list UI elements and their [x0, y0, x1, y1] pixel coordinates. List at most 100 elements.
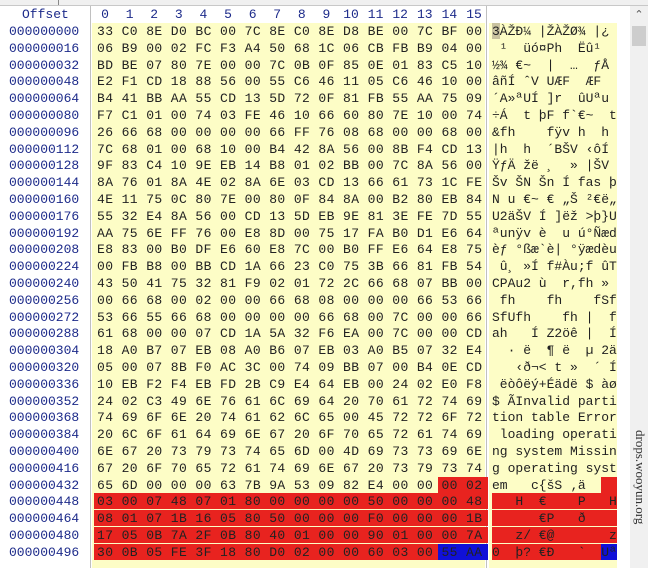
row-offset: 000000144: [9, 175, 80, 191]
row-text[interactable]: SfUfh fh | f: [492, 309, 617, 325]
row-hex-bytes[interactable]: 7C 68 01 00 68 10 00 B4 42 8A 56 00 8B F…: [97, 141, 483, 157]
row-hex-bytes[interactable]: 8A 76 01 8A 4E 02 8A 6E 03 CD 13 66 61 7…: [97, 175, 483, 191]
row-text[interactable]: fh fh fSf: [492, 292, 617, 308]
row-offset: 000000240: [9, 276, 80, 291]
row-hex-bytes[interactable]: 26 66 68 00 00 00 00 66 FF 76 08 68 00 0…: [97, 124, 483, 140]
vertical-scrollbar[interactable]: ⌃: [630, 6, 648, 568]
char-highlight: [570, 543, 578, 560]
row-hex-bytes[interactable]: 20 6C 6F 61 64 69 6E 67 20 6F 70 65 72 6…: [97, 427, 483, 443]
column-header: 12: [392, 7, 408, 22]
char-highlight: [577, 510, 586, 527]
row-text[interactable]: H € P H: [492, 494, 617, 510]
row-text[interactable]: 3ÀŽÐ¼ |ŽÀŽØ¾ |¿: [492, 24, 617, 39]
row-hex-bytes[interactable]: 03 00 07 48 07 01 80 00 00 00 00 50 00 0…: [97, 494, 483, 510]
row-offset: 000000256: [9, 292, 80, 308]
row-text[interactable]: tion table Error: [492, 410, 617, 426]
char-highlight: [562, 493, 570, 510]
row-hex-bytes[interactable]: 4E 11 75 0C 80 7E 00 80 0F 84 8A 00 B2 8…: [97, 192, 483, 207]
row-hex-bytes[interactable]: 74 69 6F 6E 20 74 61 62 6C 65 00 45 72 7…: [97, 410, 483, 426]
char-highlight: [601, 493, 609, 510]
row-hex-bytes[interactable]: 10 EB F2 F4 EB FD 2B C9 E4 64 EB 00 24 0…: [97, 376, 483, 392]
column-header: 9: [322, 7, 331, 22]
row-text[interactable]: ´A»ªUÍ ]r ûUªu: [492, 91, 617, 107]
row-text[interactable]: $ ÃInvalid parti: [492, 393, 617, 409]
row-hex-bytes[interactable]: 18 A0 B7 07 EB 08 A0 B6 07 EB 03 A0 B5 0…: [97, 343, 483, 359]
row-hex-bytes[interactable]: 67 20 6F 70 65 72 61 74 69 6E 67 20 73 7…: [97, 460, 483, 476]
byte-highlight: [94, 527, 119, 543]
chevron-up-icon[interactable]: ⌃: [634, 8, 644, 21]
row-hex-bytes[interactable]: 06 B9 00 02 FC F3 A4 50 68 1C 06 CB FB B…: [97, 40, 483, 56]
row-text[interactable]: em c{šS ‚ä: [492, 477, 617, 493]
row-hex-bytes[interactable]: B4 41 BB AA 55 CD 13 5D 72 0F 81 FB 55 A…: [97, 91, 483, 107]
row-hex-bytes[interactable]: E2 F1 CD 18 88 56 00 55 C6 46 11 05 C6 4…: [97, 74, 483, 90]
column-header: 10: [343, 7, 359, 22]
text-divider: [486, 6, 487, 568]
row-text[interactable]: 0 þ? €Ð ` Uª: [492, 544, 617, 560]
row-hex-bytes[interactable]: 30 0B 05 FE 3F 18 80 D0 02 00 00 60 03 0…: [97, 544, 483, 560]
row-hex-bytes[interactable]: E8 83 00 B0 DF E6 60 E8 7C 00 B0 FF E6 6…: [97, 242, 483, 258]
char-highlight: [523, 493, 531, 510]
row-hex-bytes[interactable]: 00 FB B8 00 BB CD 1A 66 23 C0 75 3B 66 8…: [97, 259, 483, 275]
row-text[interactable]: èƒ °ßæ`è| °ÿædèu: [492, 242, 617, 258]
row-hex-bytes[interactable]: 24 02 C3 49 6E 76 61 6C 69 64 20 70 61 7…: [97, 393, 483, 409]
row-hex-bytes[interactable]: 00 66 68 00 02 00 00 66 68 08 00 00 00 6…: [97, 292, 483, 308]
row-text[interactable]: loading operati: [492, 427, 617, 443]
row-hex-bytes[interactable]: 65 6D 00 00 00 63 7B 9A 53 09 82 E4 00 0…: [97, 477, 483, 493]
row-text[interactable]: âñÍ ˆV UÆF ÆF: [492, 74, 617, 90]
row-hex-bytes[interactable]: 33 C0 8E D0 BC 00 7C 8E C0 8E D8 BE 00 7…: [97, 24, 483, 39]
row-text[interactable]: z/ €@ z: [492, 528, 617, 543]
row-hex-bytes[interactable]: 53 66 55 66 68 00 00 00 00 66 68 00 7C 0…: [97, 309, 483, 325]
row-offset: 000000224: [9, 259, 80, 275]
char-highlight: [538, 527, 547, 543]
row-text[interactable]: g operating syst: [492, 460, 617, 476]
byte-highlight: [266, 510, 291, 527]
text-pane[interactable]: [489, 23, 617, 568]
column-header: 4: [199, 7, 208, 22]
char-highlight: [515, 527, 524, 543]
row-text[interactable]: · ë ¶ ë µ 2ä: [492, 343, 617, 359]
row-text[interactable]: Šv ŠN Šn Í fas þ: [492, 175, 617, 191]
row-text[interactable]: U2äŠV Í ]ëž >þ}U: [492, 208, 617, 224]
row-text[interactable]: ng system Missin: [492, 444, 617, 459]
char-highlight: [593, 510, 602, 527]
row-hex-bytes[interactable]: 61 68 00 00 07 CD 1A 5A 32 F6 EA 00 7C 0…: [97, 326, 483, 342]
row-hex-bytes[interactable]: 43 50 41 75 32 81 F9 02 01 72 2C 66 68 0…: [97, 276, 483, 291]
row-text[interactable]: |h h ´BŠV ‹ôÍ: [492, 141, 617, 157]
byte-highlight: [340, 543, 365, 560]
row-hex-bytes[interactable]: 05 00 07 8B F0 AC 3C 00 74 09 BB 07 00 B…: [97, 360, 483, 375]
scrollbar-thumb[interactable]: [632, 26, 646, 46]
row-text[interactable]: N u €~ € „Š ²€ë„: [492, 192, 617, 207]
char-highlight: [562, 527, 570, 543]
row-text[interactable]: €P ð: [492, 511, 617, 527]
row-text[interactable]: ëòôëý+Éädë $ àø: [492, 376, 617, 392]
row-hex-bytes[interactable]: BD BE 07 80 7E 00 00 7C 0B 0F 85 0E 01 8…: [97, 57, 483, 73]
row-text[interactable]: ‹ð¬< t » ´ Í: [492, 360, 617, 375]
char-highlight: [499, 543, 508, 560]
row-text[interactable]: ÷Á t þF f`€~ t: [492, 108, 617, 123]
row-text[interactable]: &fh fÿv h h: [492, 124, 617, 140]
row-text[interactable]: ¹ üó¤Ph Ëû¹: [492, 40, 617, 56]
row-offset: 000000288: [9, 326, 80, 342]
row-text[interactable]: ªunÿv è u ú°Ñæd: [492, 225, 617, 241]
hex-pane[interactable]: [92, 23, 485, 568]
byte-highlight: [340, 510, 365, 527]
byte-highlight: [118, 493, 144, 510]
row-text[interactable]: ah Í Z2öê | Í: [492, 326, 617, 342]
byte-highlight: [94, 493, 119, 510]
row-hex-bytes[interactable]: F7 C1 01 00 74 03 FE 46 10 66 60 80 7E 1…: [97, 108, 483, 123]
byte-highlight: [143, 543, 168, 560]
row-hex-bytes[interactable]: 6E 67 20 73 79 73 74 65 6D 00 4D 69 73 7…: [97, 444, 483, 459]
row-hex-bytes[interactable]: 9F 83 C4 10 9E EB 14 B8 01 02 BB 00 7C 8…: [97, 158, 483, 174]
row-text[interactable]: ½¾ €~ | … ƒÅ: [492, 57, 617, 73]
row-hex-bytes[interactable]: 17 05 0B 7A 2F 0B 80 40 01 00 00 90 01 0…: [97, 528, 483, 543]
byte-highlight: [340, 527, 365, 543]
row-hex-bytes[interactable]: AA 75 6E FF 76 00 E8 8D 00 75 17 FA B0 D…: [97, 225, 483, 241]
row-hex-bytes[interactable]: 08 01 07 1B 16 05 80 50 00 00 00 F0 00 0…: [97, 511, 483, 527]
row-offset: 000000464: [9, 511, 80, 527]
row-hex-bytes[interactable]: 55 32 E4 8A 56 00 CD 13 5D EB 9E 81 3E F…: [97, 208, 483, 224]
char-highlight: [523, 527, 531, 543]
row-text[interactable]: û¸ »Í f#Àu;f ûT: [492, 259, 617, 275]
row-text[interactable]: ŸƒÄ žë ¸ » |ŠV: [492, 158, 617, 174]
byte-highlight: [315, 527, 340, 543]
row-text[interactable]: CPAu2 ù r,fh »: [492, 276, 617, 291]
